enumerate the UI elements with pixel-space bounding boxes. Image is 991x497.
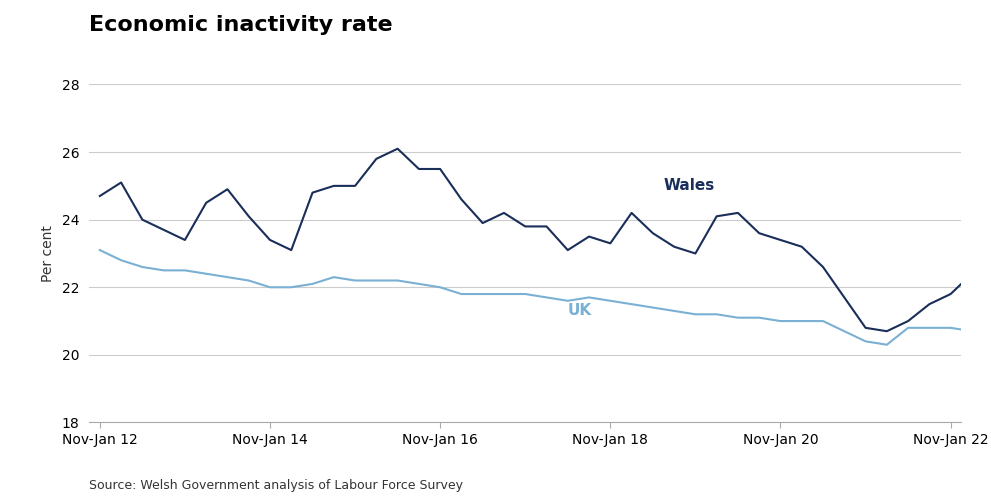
Text: Wales: Wales [664,178,715,193]
Text: Economic inactivity rate: Economic inactivity rate [89,15,392,35]
Text: UK: UK [568,304,592,319]
Text: Source: Welsh Government analysis of Labour Force Survey: Source: Welsh Government analysis of Lab… [89,479,463,492]
Y-axis label: Per cent: Per cent [41,225,55,282]
